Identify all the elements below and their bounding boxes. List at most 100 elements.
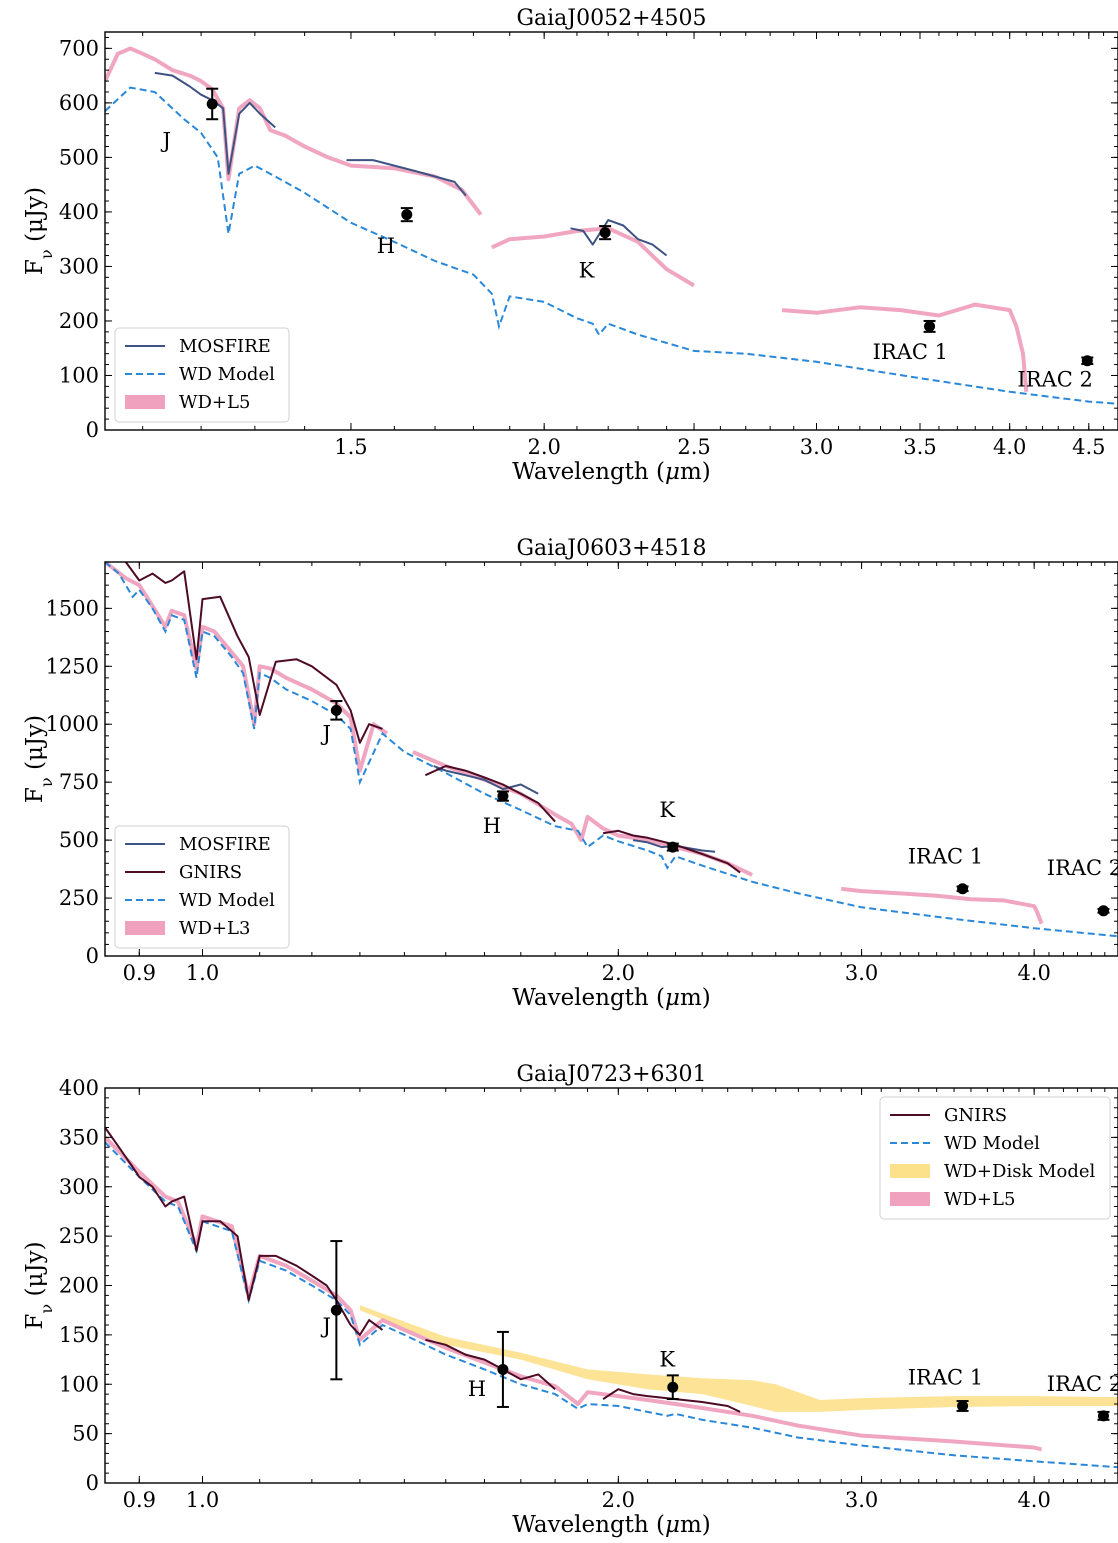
band-label: IRAC 2 — [1047, 856, 1118, 880]
x-tick-label: 2.0 — [602, 1488, 635, 1512]
y-axis: 0 250 500 750 1000 1250 1500 — [46, 561, 1118, 968]
y-tick-label: 400 — [59, 1076, 99, 1100]
y-tick-label: 100 — [59, 1372, 99, 1396]
series-wd-model — [105, 562, 1118, 938]
band-label: J — [320, 1314, 330, 1338]
legend-swatch — [125, 395, 165, 409]
x-axis-label: Wavelength (μm) — [512, 985, 711, 1011]
x-tick-label: 4.0 — [1017, 961, 1050, 985]
legend-label: MOSFIRE — [179, 336, 271, 357]
y-tick-label: 50 — [72, 1422, 99, 1446]
plot-area — [105, 46, 1118, 405]
series-wd-l5-2 — [781, 302, 1029, 392]
legend-label: WD+L3 — [179, 918, 250, 939]
y-tick-label: 500 — [59, 828, 99, 852]
y-tick-label: 750 — [59, 770, 99, 794]
photometry-k — [599, 225, 612, 241]
photometry-h — [496, 1330, 509, 1408]
photometry-irac-2 — [1097, 1410, 1110, 1422]
band-label: K — [579, 258, 595, 282]
x-tick-label: 3.0 — [845, 1488, 878, 1512]
legend: MOSFIRE WD Model WD+L5 — [114, 327, 290, 423]
band-label: K — [659, 1347, 675, 1371]
photometry-j — [330, 700, 343, 721]
photometry-k — [666, 1374, 679, 1401]
series-wd-l5-1 — [490, 226, 696, 288]
y-tick-label: 700 — [59, 36, 99, 60]
panel-2: J H K IRAC 1 IRAC 2 0 250 500 750 1000 1250 1500 0.9… — [22, 536, 1118, 1011]
series-gnirs-0 — [124, 562, 383, 744]
y-tick-label: 1000 — [46, 712, 99, 736]
photometry-h — [400, 207, 413, 223]
y-tick-label: 1250 — [46, 654, 99, 678]
legend-label: WD+L5 — [179, 392, 250, 413]
y-tick-label: 250 — [59, 1224, 99, 1248]
series-mosfire-0 — [154, 71, 276, 175]
plot-frame — [104, 31, 1118, 431]
x-axis: 0.9 1.0 2.0 3.0 4.0 — [123, 562, 1118, 985]
series-gnirs-2 — [602, 829, 741, 874]
series-wd-l3-0 — [105, 562, 389, 773]
x-axis-label: Wavelength (μm) — [512, 1512, 711, 1538]
series-gnirs-2 — [602, 1388, 741, 1413]
legend-box — [114, 825, 290, 949]
band-label: J — [160, 129, 170, 153]
y-tick-label: 200 — [59, 1274, 99, 1298]
panel-title: GaiaJ0052+4505 — [516, 6, 706, 31]
x-axis: 0.9 1.0 2.0 3.0 4.0 — [123, 1088, 1118, 1512]
legend-label: WD Model — [179, 890, 275, 911]
series-wd-l3-2 — [840, 886, 1044, 925]
y-tick-label: 150 — [59, 1323, 99, 1347]
photometry-k — [666, 841, 679, 853]
y-tick-label: 350 — [59, 1125, 99, 1149]
y-axis: 0 50 100 150 200 250 300 350 400 — [59, 1076, 1118, 1495]
plot-area — [105, 562, 1118, 938]
series-wd-disk-model — [359, 1305, 1118, 1412]
series-gnirs-1 — [424, 765, 556, 823]
x-tick-label: 1.5 — [334, 435, 367, 459]
y-tick-label: 100 — [59, 363, 99, 387]
x-tick-label: 3.0 — [800, 435, 833, 459]
y-axis-label: Fν (μJy) — [22, 187, 56, 275]
x-tick-label: 4.0 — [1017, 1488, 1050, 1512]
band-label: IRAC 1 — [873, 340, 948, 364]
y-tick-label: 0 — [86, 418, 99, 442]
x-axis: 1.5 2.0 2.5 3.0 3.5 4.0 4.5 — [142, 32, 1118, 459]
series-wd-model — [105, 1141, 1118, 1469]
x-tick-label: 3.0 — [845, 961, 878, 985]
y-tick-label: 0 — [86, 1471, 99, 1495]
legend-label: WD+Disk Model — [944, 1161, 1096, 1182]
band-label: H — [483, 814, 501, 838]
photometry-h — [496, 790, 509, 802]
panel-1: J H K IRAC 1 IRAC 2 0 100 200 300 400 500 600 700 1.5… — [22, 6, 1118, 485]
x-tick-label: 1.0 — [186, 1488, 219, 1512]
band-label: H — [468, 1377, 486, 1401]
x-axis-label: Wavelength (μm) — [512, 459, 711, 485]
x-tick-label: 1.0 — [186, 961, 219, 985]
legend-swatch — [125, 921, 165, 935]
y-tick-label: 300 — [59, 254, 99, 278]
series-mosfire-1 — [346, 159, 467, 197]
band-label: IRAC 1 — [908, 844, 983, 868]
photometry-j — [330, 1240, 343, 1381]
photometry-irac-2 — [1081, 355, 1094, 367]
panel-title: GaiaJ0603+4518 — [516, 536, 706, 561]
x-tick-label: 2.0 — [602, 961, 635, 985]
series-gnirs-1 — [425, 1338, 556, 1390]
x-tick-label: 4.0 — [993, 435, 1026, 459]
series-wd-l5-0 — [105, 1135, 1043, 1452]
y-axis: 0 100 200 300 400 500 600 700 — [59, 36, 1118, 442]
legend-label: WD Model — [179, 364, 275, 385]
legend-swatch — [890, 1164, 930, 1178]
legend-swatch — [890, 1192, 930, 1206]
photometry-j — [206, 87, 219, 121]
y-tick-label: 250 — [59, 886, 99, 910]
x-tick-label: 2.0 — [527, 435, 560, 459]
plot-area — [105, 1126, 1118, 1469]
y-tick-label: 200 — [59, 309, 99, 333]
legend-label: GNIRS — [944, 1105, 1007, 1126]
y-tick-label: 300 — [59, 1175, 99, 1199]
legend-label: GNIRS — [179, 862, 242, 883]
legend-box — [879, 1096, 1111, 1220]
